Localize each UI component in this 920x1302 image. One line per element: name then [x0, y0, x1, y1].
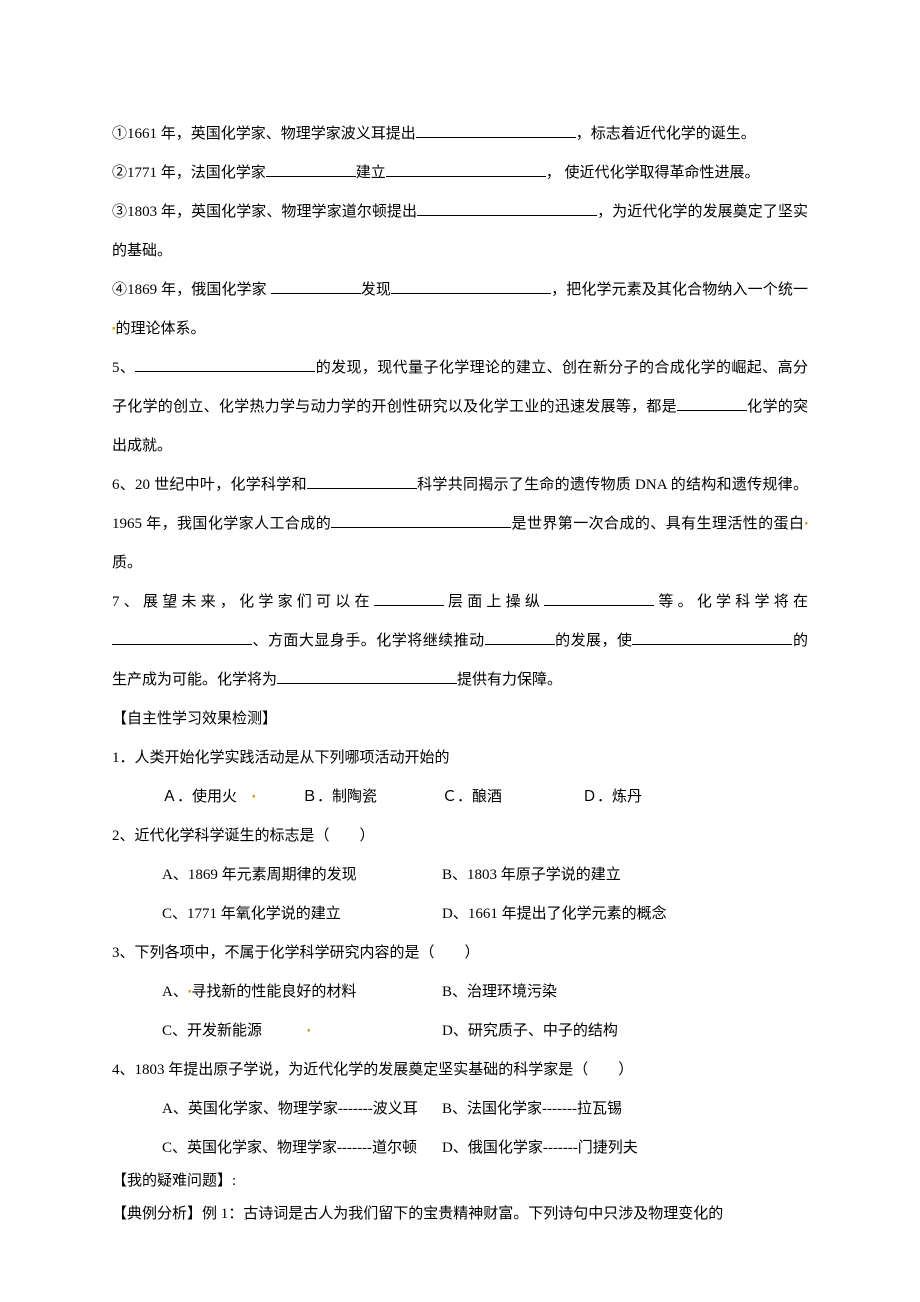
text: C、开发新能源: [162, 1023, 262, 1039]
blank: [632, 630, 792, 645]
item-3: ③1803 年，英国化学家、物理学家道尔顿提出，为近代化学的发展奠定了坚实的基础…: [112, 193, 808, 271]
text: 是世界第一次合成的、具有生理活性的蛋白: [511, 516, 804, 532]
blank: [271, 279, 361, 294]
item-7: 7、展望未来，化学家们可以在层面上操纵等。化学科学将在、方面大显身手。化学将继续…: [112, 583, 808, 700]
text: ，把化学元素及其化合物纳入一个统一: [551, 282, 808, 298]
q2-options: A、1869 年元素周期律的发现 B、1803 年原子学说的建立 C、1771 …: [112, 856, 808, 934]
text: 5、: [112, 360, 135, 376]
q3-opt-a: A、▪寻找新的性能良好的材料: [162, 973, 442, 1012]
section-self-check: 【自主性学习效果检测】: [112, 700, 808, 739]
q4-opt-c: C、英国化学家、物理学家-------道尔顿: [162, 1129, 442, 1168]
text: ④1869 年，俄国化学家: [112, 282, 271, 298]
text: 的理论体系。: [116, 321, 206, 337]
text: 寻找新的性能良好的材料: [191, 984, 356, 1000]
q2-opt-c: C、1771 年氧化学说的建立: [162, 895, 442, 934]
text: 提供有力保障。: [457, 672, 562, 688]
item-4: ④1869 年，俄国化学家 发现，把化学元素及其化合物纳入一个统一▪的理论体系。: [112, 271, 808, 349]
blank: [417, 201, 597, 216]
text: Ａ．使用火: [162, 789, 237, 805]
text: ②1771 年，法国化学家: [112, 165, 266, 181]
q3-opt-d: D、研究质子、中子的结构: [442, 1012, 722, 1051]
blank: [386, 162, 546, 177]
q1-options: Ａ．使用火 ▪ Ｂ．制陶瓷 Ｃ．酿酒 Ｄ．炼丹: [112, 778, 808, 817]
q3-opt-b: B、治理环境污染: [442, 973, 722, 1012]
blank: [307, 474, 417, 489]
section-doubt: 【我的疑难问题】:: [112, 1168, 808, 1195]
text: 建立: [356, 165, 386, 181]
dot-icon: ▪: [307, 1026, 311, 1037]
q2-opt-a: A、1869 年元素周期律的发现: [162, 856, 442, 895]
blank: [677, 396, 747, 411]
dot-icon: ▪: [252, 792, 256, 803]
q1-opt-d: Ｄ．炼丹: [582, 778, 722, 817]
text: ，标志着近代化学的诞生。: [576, 126, 756, 142]
q2-opt-d: D、1661 年提出了化学元素的概念: [442, 895, 722, 934]
text: 7、展望未来，化学家们可以在: [112, 594, 374, 610]
example-head: 【典例分析】: [112, 1206, 202, 1222]
blank: [391, 279, 551, 294]
blank: [331, 513, 511, 528]
blank: [112, 630, 252, 645]
q4-opt-a: A、英国化学家、物理学家-------波义耳: [162, 1090, 442, 1129]
dot-icon: ▪: [804, 519, 808, 530]
text: 的发展，使: [555, 633, 633, 649]
blank: [266, 162, 356, 177]
text: 层面上操纵: [444, 594, 544, 610]
q3-stem: 3、下列各项中，不属于化学科学研究内容的是（ ）: [112, 934, 808, 973]
item-5: 5、的发现，现代量子化学理论的建立、创在新分子的合成化学的崛起、高分子化学的创立…: [112, 349, 808, 466]
q4-opt-b: B、法国化学家-------拉瓦锡: [442, 1090, 722, 1129]
text: ③1803 年，英国化学家、物理学家道尔顿提出: [112, 204, 417, 220]
text: A、: [162, 984, 188, 1000]
text: 发现: [361, 282, 391, 298]
blank: [416, 123, 576, 138]
q1-stem: 1．人类开始化学实践活动是从下列哪项活动开始的: [112, 739, 808, 778]
q3-options: A、▪寻找新的性能良好的材料 B、治理环境污染 C、开发新能源 ▪ D、研究质子…: [112, 973, 808, 1051]
blank: [135, 357, 315, 372]
text: ①1661 年，英国化学家、物理学家波义耳提出: [112, 126, 416, 142]
q4-options: A、英国化学家、物理学家-------波义耳 B、法国化学家-------拉瓦锡…: [112, 1090, 808, 1168]
item-1: ①1661 年，英国化学家、物理学家波义耳提出 ，标志着近代化学的诞生。: [112, 115, 808, 154]
q1-opt-b: Ｂ．制陶瓷: [302, 778, 442, 817]
q1-opt-c: Ｃ．酿酒: [442, 778, 582, 817]
text: 质。: [112, 555, 142, 571]
text: 方面大显身手。化学将继续推动: [268, 633, 485, 649]
blank: [374, 591, 444, 606]
example-1: 【典例分析】例 1：古诗词是古人为我们留下的宝贵精神财富。下列诗句中只涉及物理变…: [112, 1195, 808, 1234]
blank: [277, 669, 457, 684]
item-2: ②1771 年，法国化学家 建立 ， 使近代化学取得革命性进展。: [112, 154, 808, 193]
q1-opt-a: Ａ．使用火 ▪: [162, 778, 302, 817]
q4-stem: 4、1803 年提出原子学说，为近代化学的发展奠定坚实基础的科学家是（ ）: [112, 1051, 808, 1090]
example-text: 例 1：古诗词是古人为我们留下的宝贵精神财富。下列诗句中只涉及物理变化的: [202, 1206, 723, 1222]
q2-stem: 2、近代化学科学诞生的标志是（ ）: [112, 817, 808, 856]
q4-opt-d: D、俄国化学家-------门捷列夫: [442, 1129, 722, 1168]
blank: [485, 630, 555, 645]
item-6: 6、20 世纪中叶，化学科学和科学共同揭示了生命的遗传物质 DNA 的结构和遗传…: [112, 466, 808, 583]
blank: [544, 591, 654, 606]
q2-opt-b: B、1803 年原子学说的建立: [442, 856, 722, 895]
q3-opt-c: C、开发新能源 ▪: [162, 1012, 442, 1051]
text: 等。化学科学将在: [654, 594, 808, 610]
text: ， 使近代化学取得革命性进展。: [546, 165, 760, 181]
text: 6、20 世纪中叶，化学科学和: [112, 477, 307, 493]
